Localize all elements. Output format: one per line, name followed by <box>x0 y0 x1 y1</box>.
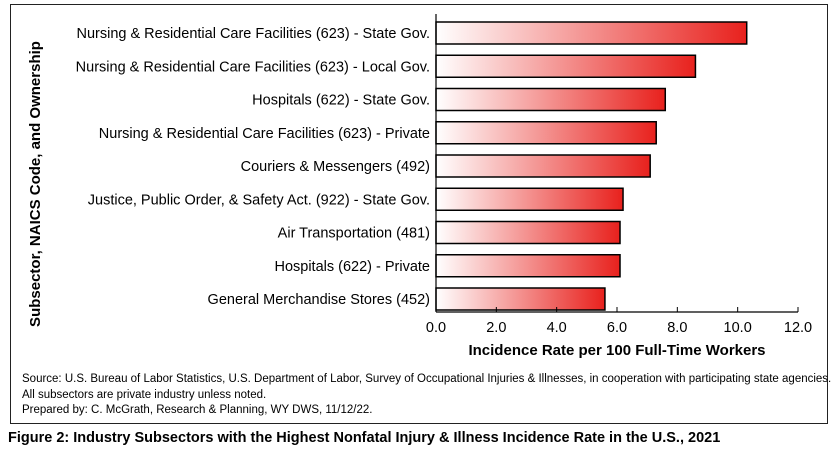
category-label: Nursing & Residential Care Facilities (6… <box>76 59 430 75</box>
category-labels: Nursing & Residential Care Facilities (6… <box>76 26 430 308</box>
x-tick-label: 0.0 <box>426 320 446 336</box>
x-axis: 0.0 2.0 4.0 6.0 8.0 10.0 12.0 <box>426 14 812 336</box>
prepared-by-note: Prepared by: C. McGrath, Research & Plan… <box>22 404 373 416</box>
source-note: Source: U.S. Bureau of Labor Statistics,… <box>22 373 832 385</box>
figure-caption: Figure 2: Industry Subsectors with the H… <box>8 430 721 446</box>
category-label: Air Transportation (481) <box>278 226 430 242</box>
category-label: General Merchandise Stores (452) <box>208 292 430 308</box>
category-label: Hospitals (622) - Private <box>274 259 430 275</box>
category-label: Justice, Public Order, & Safety Act. (92… <box>88 192 430 208</box>
bar <box>435 287 606 311</box>
bar <box>435 54 697 78</box>
bars <box>435 21 748 311</box>
bar <box>435 154 651 178</box>
x-tick-label: 4.0 <box>547 320 567 336</box>
category-label: Couriers & Messengers (492) <box>241 159 430 175</box>
y-axis-title: Subsector, NAICS Code, and Ownership <box>27 41 44 327</box>
x-tick-label: 12.0 <box>784 320 812 336</box>
bar <box>435 87 667 112</box>
bar <box>435 254 621 278</box>
chart-notes: Source: U.S. Bureau of Labor Statistics,… <box>22 372 831 419</box>
bar <box>435 220 621 245</box>
category-label: Nursing & Residential Care Facilities (6… <box>76 26 430 42</box>
x-tick-label: 2.0 <box>486 320 506 336</box>
x-tick-label: 10.0 <box>724 320 752 336</box>
x-tick-label: 8.0 <box>667 320 687 336</box>
subsector-note: All subsectors are private industry unle… <box>22 388 267 401</box>
bar <box>435 187 624 211</box>
bar <box>435 21 748 45</box>
x-tick-label: 6.0 <box>607 320 627 336</box>
bar <box>435 121 657 145</box>
category-label: Nursing & Residential Care Facilities (6… <box>99 126 430 142</box>
x-axis-title: Incidence Rate per 100 Full-Time Workers <box>468 342 765 359</box>
category-label: Hospitals (622) - State Gov. <box>252 93 430 109</box>
